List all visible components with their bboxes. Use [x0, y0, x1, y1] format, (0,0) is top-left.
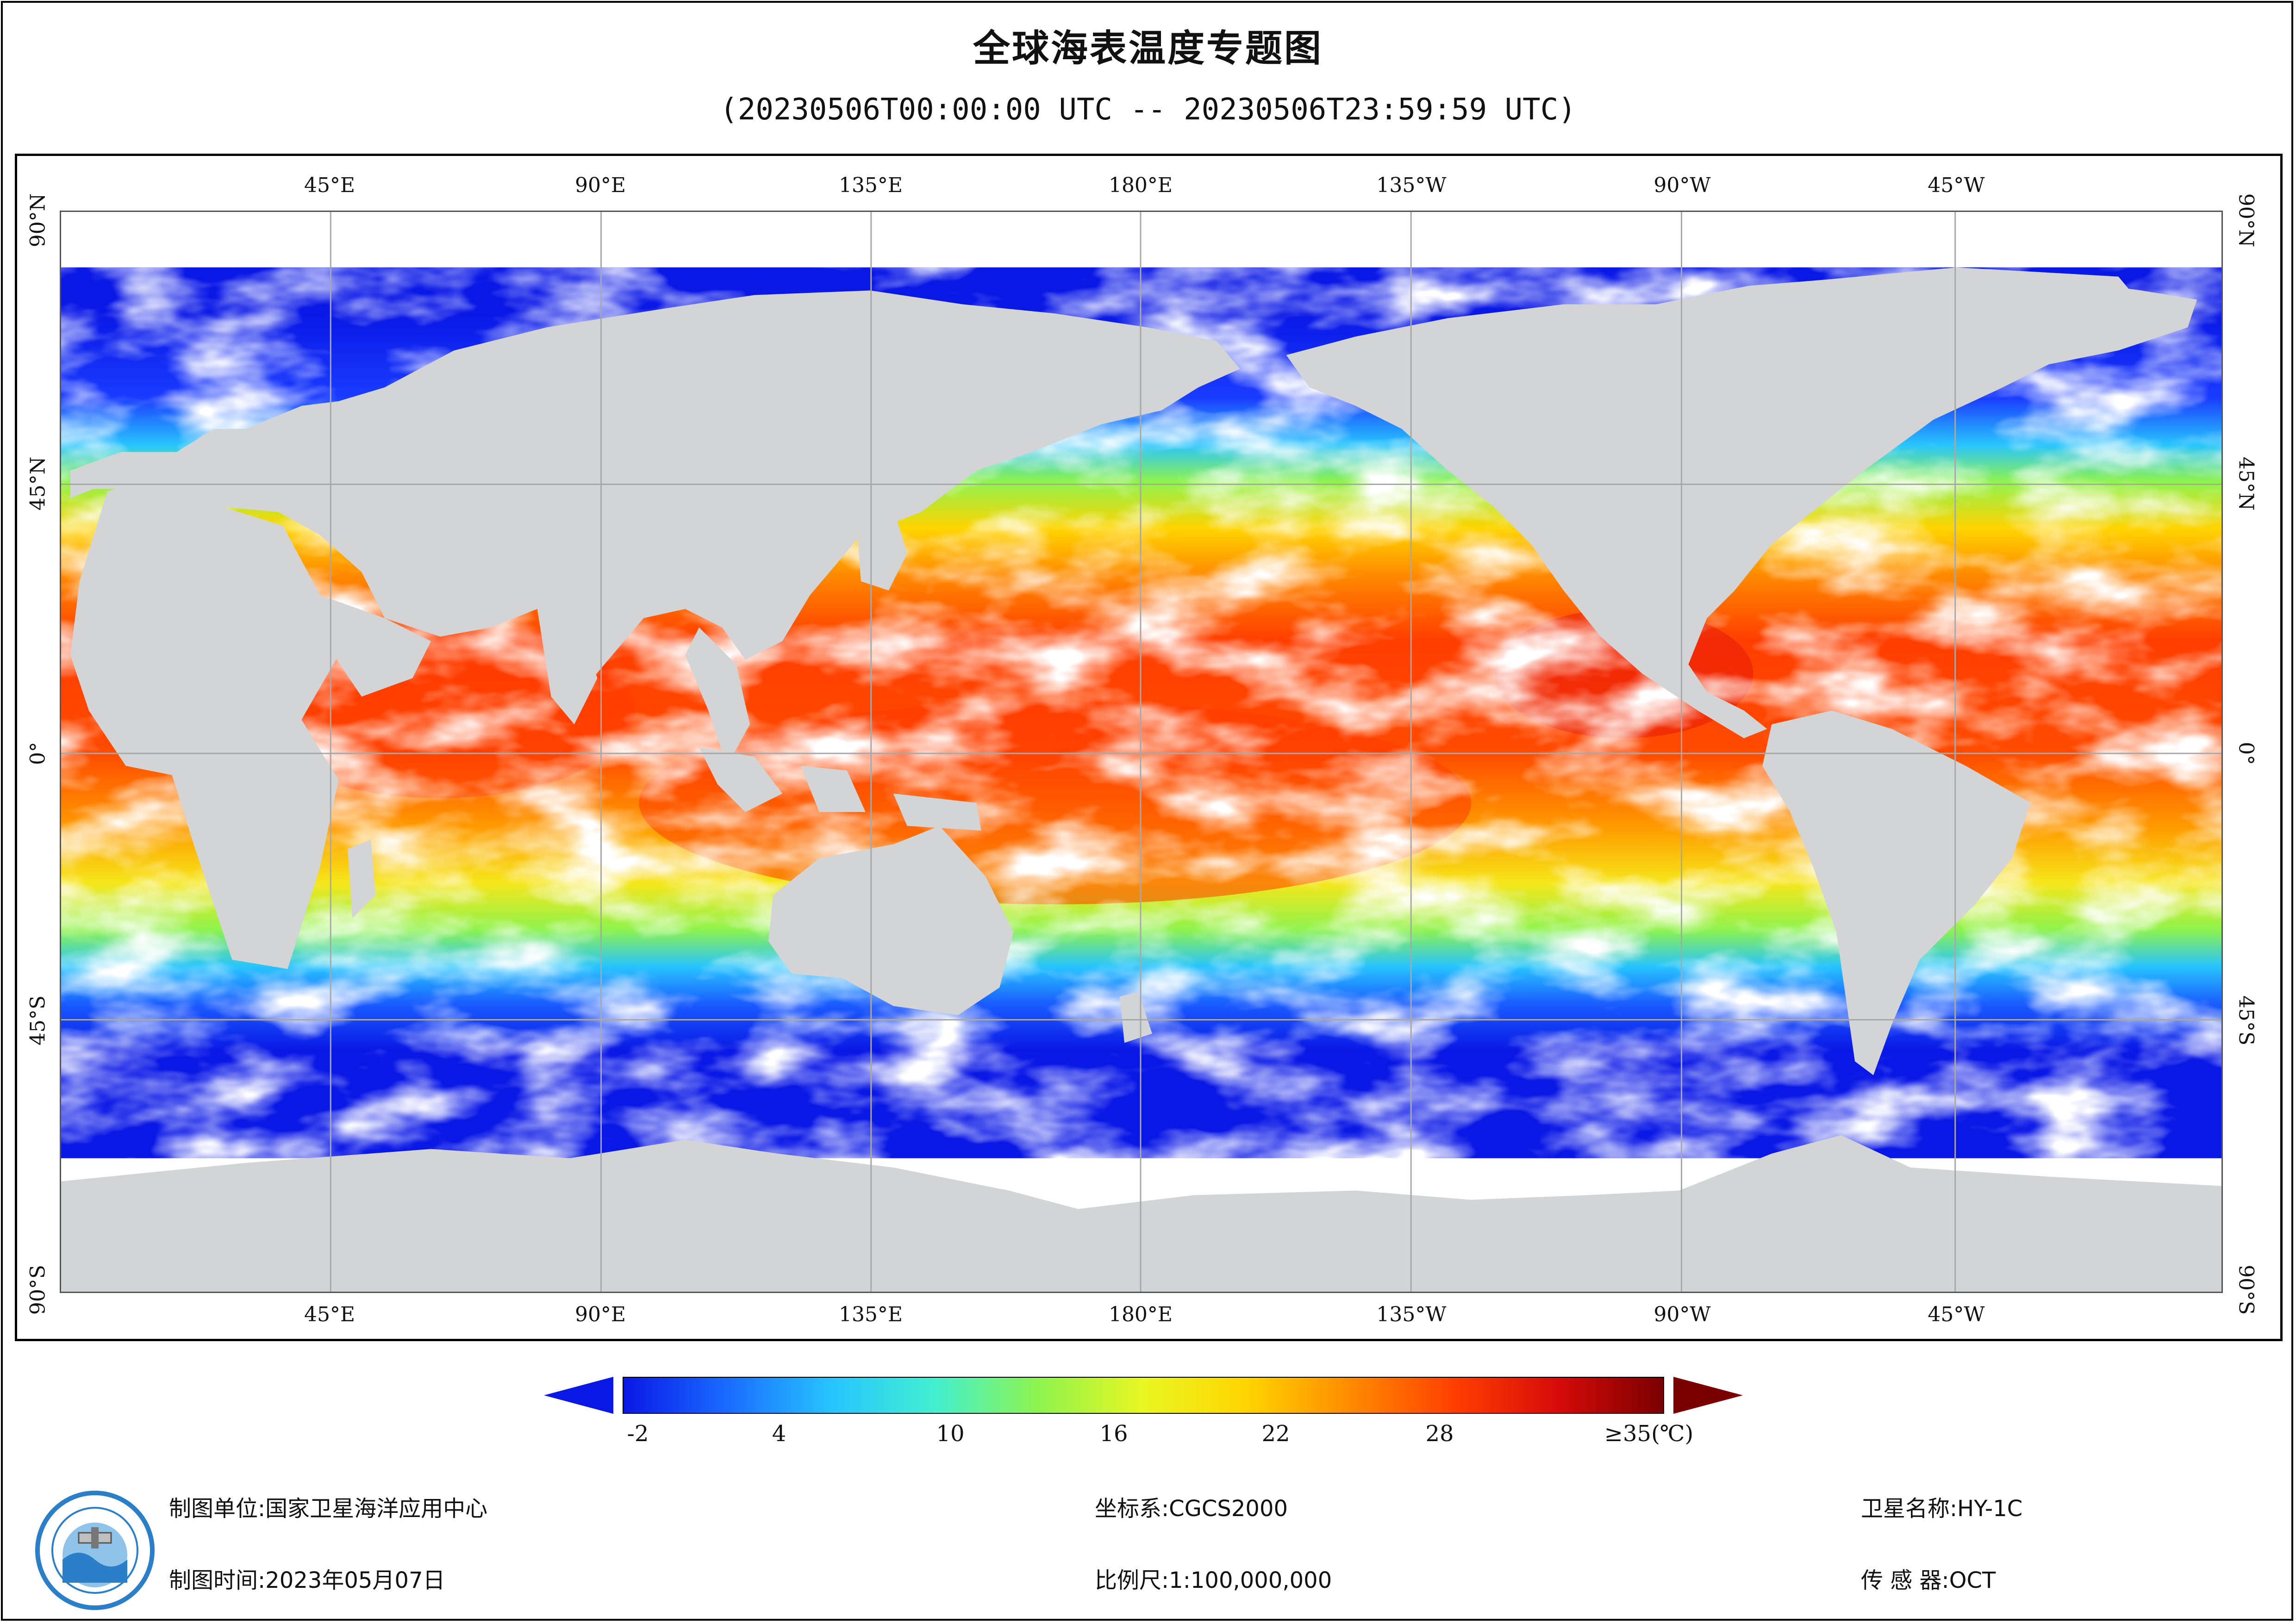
footer-mapping-unit: 制图单位:国家卫星海洋应用中心: [169, 1496, 488, 1522]
lat-label-right-90s: 90°S: [2234, 1264, 2258, 1315]
sst-map-canvas: [61, 212, 2221, 1292]
colorbar-tick-22: 22: [1261, 1421, 1290, 1447]
lat-label-left-90s: 90°S: [26, 1264, 50, 1315]
footer-sensor: 传 感 器:OCT: [1861, 1567, 1996, 1593]
lon-label-top-45w: 45°W: [1928, 174, 1985, 197]
sst-map: [60, 211, 2223, 1293]
map-frame: [15, 154, 2283, 1341]
colorbar-tick-35: ≥35(℃): [1604, 1421, 1694, 1447]
colorbar-tick-10: 10: [936, 1421, 965, 1447]
lon-label-bottom-90w: 90°W: [1653, 1303, 1711, 1326]
colorbar-min-arrow: [544, 1377, 613, 1414]
colorbar-tick-4: 4: [772, 1421, 786, 1447]
footer-mapping-time: 制图时间:2023年05月07日: [169, 1567, 445, 1593]
footer-scale: 比例尺:1:100,000,000: [1095, 1567, 1332, 1593]
lat-label-left-45s: 45°S: [26, 995, 50, 1046]
lat-label-right-45s: 45°S: [2234, 995, 2258, 1046]
lon-label-top-180e: 180°E: [1108, 174, 1173, 197]
lon-label-top-90w: 90°W: [1653, 174, 1711, 197]
lon-label-top-135e: 135°E: [838, 174, 903, 197]
lat-label-left-0: 0°: [26, 742, 50, 765]
colorbar-max-arrow: [1673, 1377, 1743, 1414]
footer-satellite-name: 卫星名称:HY-1C: [1861, 1496, 2023, 1522]
lon-label-bottom-180e: 180°E: [1108, 1303, 1173, 1326]
lon-label-bottom-135w: 135°W: [1376, 1303, 1447, 1326]
lon-label-bottom-45e: 45°E: [304, 1303, 356, 1326]
lon-label-top-135w: 135°W: [1376, 174, 1447, 197]
lon-label-bottom-90e: 90°E: [574, 1303, 626, 1326]
lat-label-right-45n: 45°N: [2234, 456, 2258, 511]
lon-label-bottom-135e: 135°E: [838, 1303, 903, 1326]
lat-label-right-0: 0°: [2234, 742, 2258, 765]
lon-label-top-45e: 45°E: [304, 174, 356, 197]
lon-label-top-90e: 90°E: [574, 174, 626, 197]
sst-colorbar: [623, 1377, 1664, 1414]
footer-coordinate-system: 坐标系:CGCS2000: [1095, 1496, 1288, 1522]
colorbar-tick-28: 28: [1425, 1421, 1454, 1447]
colorbar-tick-minus2: -2: [627, 1421, 649, 1447]
map-title: 全球海表温度专题图: [973, 27, 1323, 70]
nsoas-logo-icon: [35, 1491, 155, 1610]
map-subtitle: (20230506T00:00:00 UTC -- 20230506T23:59…: [720, 93, 1576, 127]
lat-label-right-90n: 90°N: [2234, 193, 2258, 248]
lat-label-left-90n: 90°N: [26, 193, 50, 248]
lat-label-left-45n: 45°N: [26, 456, 50, 511]
graticule: [61, 212, 2221, 1292]
colorbar-tick-16: 16: [1099, 1421, 1128, 1447]
lon-label-bottom-45w: 45°W: [1928, 1303, 1985, 1326]
